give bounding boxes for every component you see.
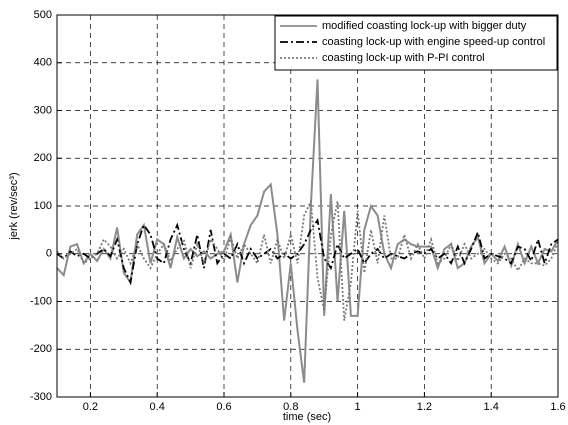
x-tick-label: 0.6: [216, 401, 231, 413]
x-axis-label: time (sec): [283, 411, 331, 423]
x-tick-label: 1.2: [417, 401, 432, 413]
series-line: [56, 218, 559, 286]
legend-label: modified coasting lock-up with bigger du…: [322, 20, 527, 32]
y-tick-label: -300: [30, 391, 52, 403]
plot-frame: [56, 14, 559, 398]
x-tick-label: 0.4: [150, 401, 165, 413]
y-tick-label: 100: [34, 200, 52, 212]
y-axis-label: jerk (rev/sec³): [8, 172, 20, 240]
y-tick-label: 300: [34, 104, 52, 116]
legend-label: coasting lock-up with P-PI control: [322, 52, 485, 64]
x-tick-label: 1: [355, 401, 361, 413]
x-tick-label: 0.2: [83, 401, 98, 413]
x-tick-label: 0.8: [283, 401, 298, 413]
y-tick-label: -100: [30, 295, 52, 307]
legend-label: coasting lock-up with engine speed-up co…: [322, 36, 545, 48]
y-tick-label: 400: [34, 57, 52, 69]
x-tick-label: 1.4: [484, 401, 499, 413]
y-tick-label: 500: [34, 9, 52, 21]
y-tick-label: -200: [30, 343, 52, 355]
x-tick-label: 1.6: [550, 401, 565, 413]
y-tick-label: 200: [34, 152, 52, 164]
y-tick-label: 0: [46, 248, 52, 260]
series-line: [56, 79, 559, 383]
legend-box: [274, 15, 558, 71]
series-line: [56, 197, 559, 321]
